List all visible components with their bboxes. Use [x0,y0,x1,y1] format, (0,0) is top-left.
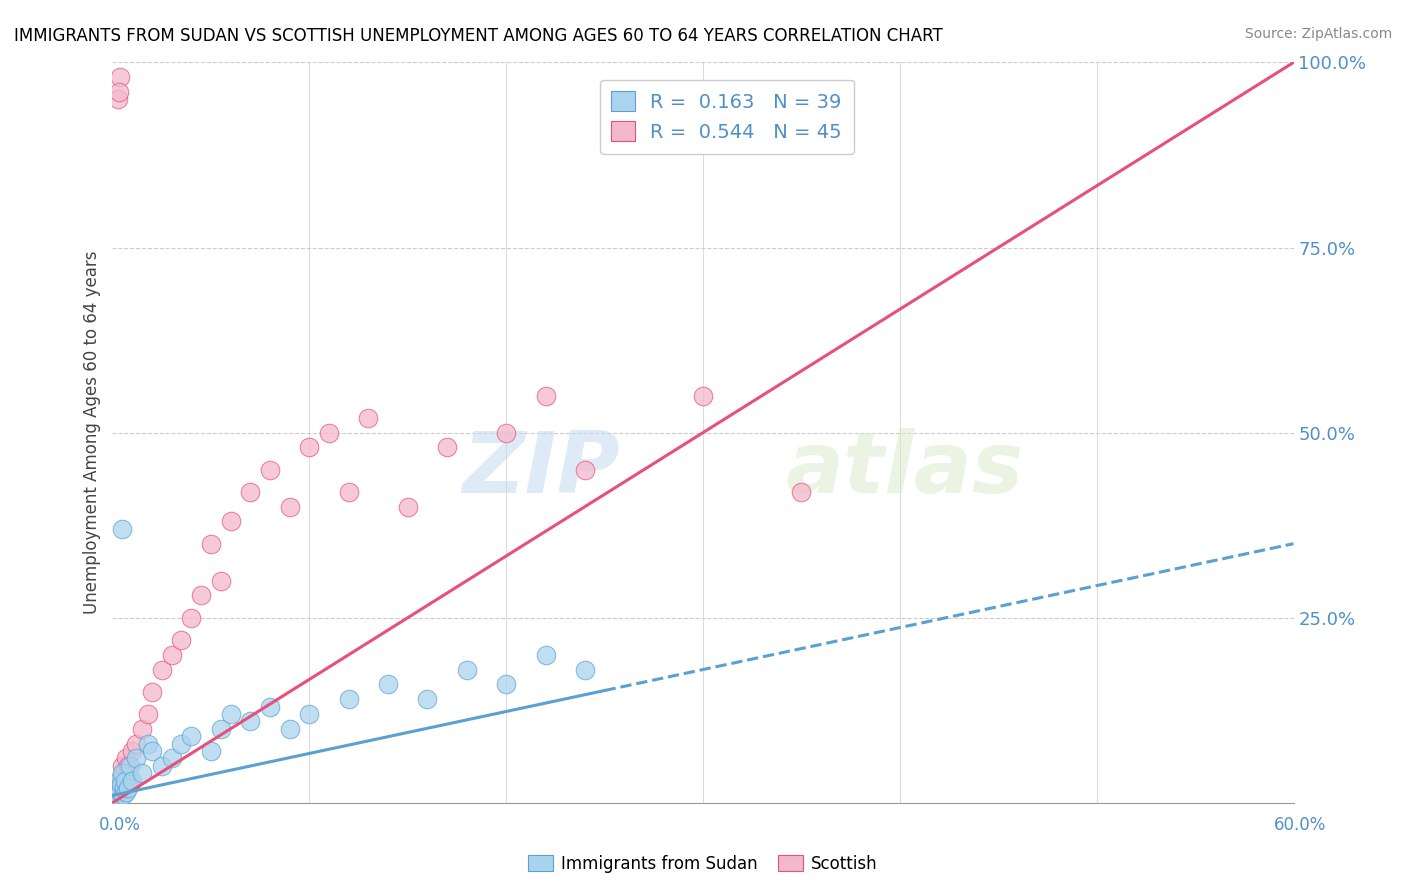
Point [125,737,148,751]
Y-axis label: Unemployment Among Ages 60 to 64 years: Unemployment Among Ages 60 to 64 years [83,251,101,615]
Point [104,780,127,795]
Point [259,462,281,476]
Point [150,758,173,772]
Point [278,722,301,736]
Point [105,780,128,795]
Point [112,773,135,788]
Point [107,780,129,795]
Text: 60.0%: 60.0% [1274,816,1327,834]
Point [110,777,132,791]
Point [141,685,163,699]
Point [396,500,419,514]
Point [117,758,139,772]
Point [259,699,281,714]
Point [112,766,135,780]
Point [136,737,159,751]
Point [112,789,135,803]
Point [377,677,399,691]
Point [534,648,557,662]
Point [115,751,138,765]
Point [456,663,478,677]
Point [108,780,131,795]
Point [160,751,183,765]
Point [114,780,136,795]
Point [318,425,340,440]
Point [103,789,125,803]
Point [495,425,517,440]
Point [120,758,142,772]
Point [180,610,202,624]
Point [160,648,183,662]
Point [209,722,232,736]
Point [111,766,134,780]
Point [170,632,193,647]
Point [190,589,212,603]
Point [111,758,134,772]
Point [239,714,262,729]
Point [416,692,439,706]
Text: atlas: atlas [786,428,1024,511]
Point [108,85,131,99]
Point [200,536,222,550]
Point [104,785,127,799]
Point [495,677,517,691]
Point [150,663,173,677]
Point [110,70,132,85]
Point [692,388,714,402]
Point [298,441,321,455]
Point [298,706,321,721]
Point [121,773,143,788]
Point [337,484,360,499]
Point [125,751,148,765]
Point [110,785,132,799]
Point [121,744,143,758]
Point [219,706,242,721]
Point [534,388,557,402]
Legend: Immigrants from Sudan, Scottish: Immigrants from Sudan, Scottish [522,848,884,880]
Point [239,484,262,499]
Point [436,441,458,455]
Text: ZIP: ZIP [463,428,620,511]
Point [110,773,132,788]
Point [105,785,128,799]
Point [574,462,596,476]
Point [108,785,131,799]
Point [209,574,232,588]
Point [337,692,360,706]
Text: Source: ZipAtlas.com: Source: ZipAtlas.com [1244,27,1392,41]
Point [103,789,125,803]
Point [107,92,129,106]
Point [180,729,202,743]
Point [110,780,132,795]
Point [141,744,163,758]
Point [131,766,153,780]
Point [114,773,136,788]
Point [278,500,301,514]
Point [115,785,138,799]
Legend: R =  0.163   N = 39, R =  0.544   N = 45: R = 0.163 N = 39, R = 0.544 N = 45 [600,79,853,153]
Point [357,410,380,425]
Point [200,744,222,758]
Point [219,515,242,529]
Text: 0.0%: 0.0% [98,816,141,834]
Text: IMMIGRANTS FROM SUDAN VS SCOTTISH UNEMPLOYMENT AMONG AGES 60 TO 64 YEARS CORRELA: IMMIGRANTS FROM SUDAN VS SCOTTISH UNEMPL… [14,27,943,45]
Point [111,522,134,536]
Point [107,773,129,788]
Point [790,484,813,499]
Point [112,780,135,795]
Point [107,789,129,803]
Point [117,780,139,795]
Point [131,722,153,736]
Point [107,789,129,803]
Point [136,706,159,721]
Point [120,773,142,788]
Point [574,663,596,677]
Point [170,737,193,751]
